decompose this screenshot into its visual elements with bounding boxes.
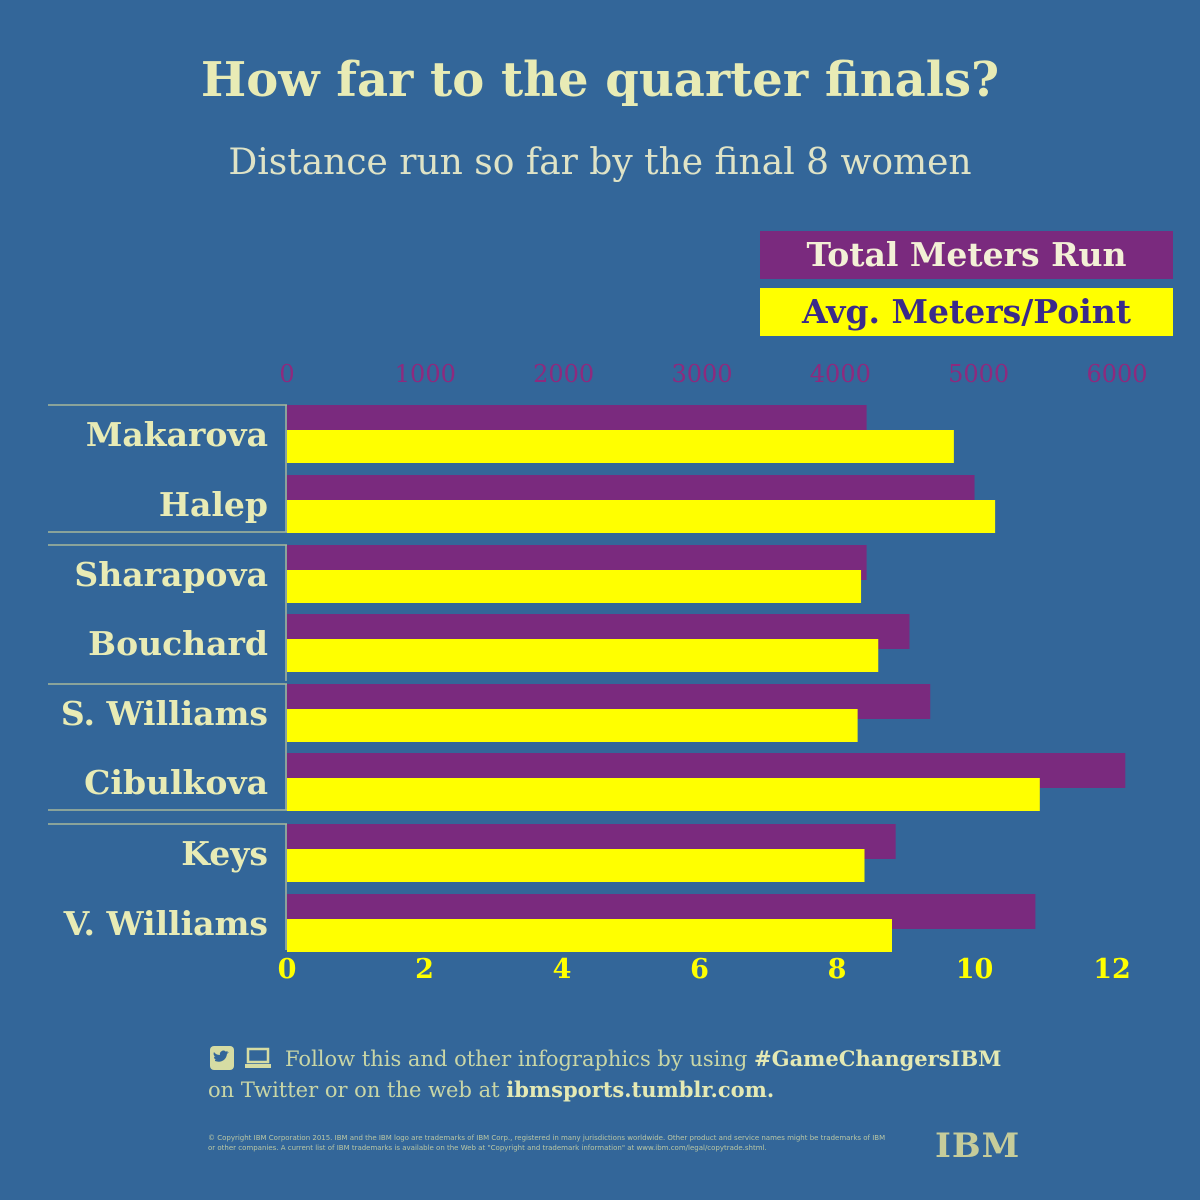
hashtag-link[interactable]: #GameChangersIBM	[754, 1046, 1002, 1071]
top-axis-tick-label: 4000	[810, 360, 871, 388]
laptop-icon	[244, 1046, 271, 1070]
top-axis-tick-label: 5000	[948, 360, 1009, 388]
category-label: V. Williams	[63, 904, 268, 943]
bar-avg-meters	[287, 430, 954, 463]
chart-title: How far to the quarter finals?	[200, 52, 1000, 108]
top-axis-tick-label: 2000	[533, 360, 594, 388]
footer-follow-text: Follow this and other infographics by us…	[285, 1046, 1002, 1071]
footer-web-text: on Twitter or on the web at ibmsports.tu…	[208, 1077, 775, 1102]
bottom-axis-tick-label: 10	[956, 954, 994, 985]
top-axis-tick-label: 6000	[1086, 360, 1147, 388]
bar-avg-meters	[287, 709, 858, 742]
bar-avg-meters	[287, 570, 862, 603]
category-label: S. Williams	[61, 694, 268, 733]
bottom-axis-tick-label: 2	[415, 954, 434, 985]
bottom-axis-tick-label: 6	[690, 954, 709, 985]
top-axis-tick-label: 1000	[395, 360, 456, 388]
bar-avg-meters	[287, 919, 892, 952]
bottom-axis-tick-label: 8	[828, 954, 847, 985]
top-axis-tick-label: 0	[279, 360, 294, 388]
category-label: Halep	[159, 485, 268, 524]
tumblr-link[interactable]: ibmsports.tumblr.com.	[506, 1077, 775, 1102]
bar-avg-meters	[287, 849, 865, 882]
bar-avg-meters	[287, 500, 996, 533]
bottom-axis-tick-label: 0	[278, 954, 297, 985]
category-label: Bouchard	[88, 624, 268, 663]
bar-avg-meters	[287, 778, 1040, 811]
chart-subtitle: Distance run so far by the final 8 women	[228, 142, 972, 183]
bottom-axis-tick-label: 4	[553, 954, 572, 985]
category-label: Cibulkova	[84, 763, 268, 802]
top-axis-tick-label: 3000	[671, 360, 732, 388]
legend-avg-meters-per-point: Avg. Meters/Point	[760, 288, 1173, 336]
ibm-logo: IBM	[935, 1126, 1021, 1166]
twitter-icon	[210, 1046, 234, 1070]
category-label: Keys	[181, 834, 268, 873]
bar-chart: 0 1000 2000 3000 4000 5000 6000 0 2 4 6 8 10 12 Makaro…	[48, 360, 1148, 985]
category-label: Makarova	[86, 415, 268, 454]
category-label: Sharapova	[74, 555, 268, 594]
copyright-fine-print: © Copyright IBM Corporation 2015. IBM an…	[208, 1134, 886, 1152]
bottom-axis-tick-label: 12	[1093, 954, 1131, 985]
bar-avg-meters	[287, 639, 879, 672]
legend-total-meters: Total Meters Run	[760, 231, 1173, 279]
